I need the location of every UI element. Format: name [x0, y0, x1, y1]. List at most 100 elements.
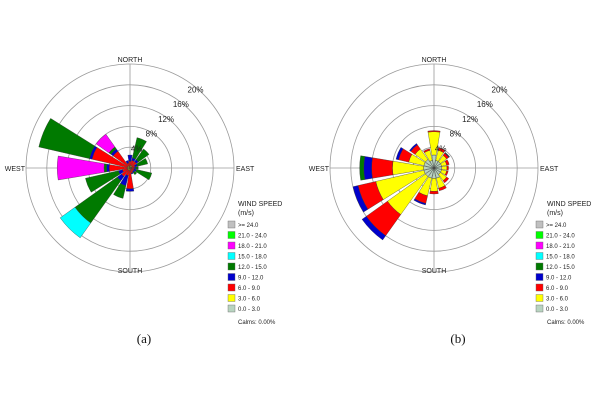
panel-b-legend-swatch-5	[535, 273, 544, 281]
panel-a-legend-swatch-5	[227, 273, 236, 281]
panel-a-legend-label-6: 6.0 - 9.0	[238, 286, 261, 292]
panel-b-east-label: EAST	[540, 166, 559, 173]
panel-a-legend-label-3: 15.0 - 18.0	[238, 255, 267, 261]
panel-b-sector-4-bin-1	[441, 165, 448, 171]
panel-a-legend-rows: >= 24.0 21.0 - 24.0 18.0 - 21.0 15.0 - 18.0…	[227, 220, 267, 313]
panel-a-sectors	[38, 118, 152, 239]
panel-a-sector-5-bin-4	[135, 169, 152, 181]
panel-a-legend-swatch-3	[227, 252, 236, 260]
panel-a-sector-0-bin-3	[127, 154, 133, 162]
panel-a-west-label: WEST	[5, 166, 26, 173]
panel-b-legend-label-3: 15.0 - 18.0	[546, 255, 575, 261]
panel-a-legend-label-7: 3.0 - 6.0	[238, 297, 261, 303]
panel-a-ring-label-1: 8%	[146, 130, 158, 139]
panel-a-sector-1-bin-4	[132, 137, 147, 160]
panel-b-ring-labels: 4%8%12% 16% 20%	[435, 85, 508, 153]
panel-a-sector-8-bin-3	[125, 188, 135, 192]
panel-a-legend-swatch-1	[227, 231, 236, 239]
panel-b-sector-14-bin-3	[409, 143, 418, 152]
panel-b-legend-unit: (m/s)	[547, 210, 563, 217]
panel-b-sector-7-bin-2	[438, 185, 447, 192]
panel-a-ring-labels: 4%8%12% 16% 20%	[131, 85, 204, 153]
panel-a-legend-label-1: 21.0 - 24.0	[238, 234, 267, 240]
panel-b-legend-label-2: 18.0 - 21.0	[546, 244, 575, 250]
panel-b-legend-label-8: 0.0 - 3.0	[546, 307, 569, 313]
panel-b-sector-13-bin-3	[395, 147, 404, 161]
panel-b-legend-label-0: >= 24.0	[546, 223, 567, 229]
panel-b-sector-8-bin-2	[429, 190, 439, 195]
panel-b-ring-label-4: 20%	[492, 85, 508, 94]
panel-a-caption: (a)	[137, 331, 151, 346]
panel-b-legend-label-1: 21.0 - 24.0	[546, 234, 575, 240]
panel-b-west-label: WEST	[309, 166, 330, 173]
panel-a-legend-label-2: 18.0 - 21.0	[238, 244, 267, 250]
panel-a-legend-label-8: 0.0 - 3.0	[238, 307, 261, 313]
panel-a-sector-7-bin-3	[130, 172, 134, 175]
panel-a-sector-11-bin-4	[85, 170, 121, 193]
panel-b-legend-swatch-1	[535, 231, 544, 239]
panel-a-ring-label-0: 4%	[131, 144, 143, 153]
panel-a-legend-swatch-7	[227, 294, 236, 302]
panel-a-legend: WIND SPEED (m/s) >= 24.0 21.0 - 24.0 18.0 …	[227, 201, 282, 326]
panel-b-caption: (b)	[450, 331, 465, 346]
panel-a-sector-15-bin-3	[125, 160, 130, 164]
panel-a-east-label: EAST	[236, 166, 255, 173]
panel-a-ring-label-3: 16%	[173, 100, 189, 109]
panel-a-legend-swatch-0	[227, 220, 236, 229]
panel-b-sector-10-bin-3	[361, 216, 386, 241]
panel-a-legend-label-4: 12.0 - 15.0	[238, 265, 267, 271]
panel-a-legend-label-5: 9.0 - 12.0	[238, 276, 264, 282]
panel-b-sector-3-bin-2	[444, 159, 450, 166]
panel-a-sector-9-bin-4	[113, 183, 127, 199]
panel-b-legend-label-4: 12.0 - 15.0	[546, 265, 575, 271]
panel-a-legend-title: WIND SPEED	[238, 201, 282, 208]
panel-b-calms: Calms: 0.00%	[547, 320, 585, 326]
panel-b-legend: WIND SPEED (m/s) >= 24.0 21.0 - 24.0 18.0 …	[535, 201, 591, 326]
panel-a-sector-2-bin-4	[135, 148, 150, 163]
panel-a-sector-14-bin-6	[95, 133, 116, 154]
panel-b-ring-label-2: 12%	[462, 115, 478, 124]
panel-b-sector-9-bin-3	[413, 198, 427, 206]
panel-b-legend-swatch-2	[535, 241, 544, 250]
panel-b-legend-swatch-7	[535, 294, 544, 302]
panel-b-sector-2-bin-4	[444, 152, 450, 158]
wind-rose-panel-b: 4%8%12% 16% 20% NORTH EAST SOUTH WEST WIND…	[309, 57, 592, 346]
panel-a-sector-10-bin-5	[59, 207, 91, 239]
panel-b-sector-1-bin-2	[437, 147, 446, 153]
panel-b-sector-4-bin-2	[446, 165, 449, 171]
panel-b-ring-label-1: 8%	[450, 130, 462, 139]
panel-b-legend-label-6: 6.0 - 9.0	[546, 286, 569, 292]
panel-a-sector-12-bin-3	[106, 163, 110, 173]
panel-b-sector-15-bin-2	[423, 148, 431, 153]
panel-b-north-label: NORTH	[422, 57, 447, 64]
panel-b-sector-12-bin-2	[371, 157, 394, 179]
panel-b-sector-0-bin-2	[427, 130, 441, 133]
panel-b-legend-title: WIND SPEED	[547, 201, 591, 208]
panel-a-north-label: NORTH	[118, 57, 143, 64]
panel-a-sector-12-bin-4	[103, 163, 108, 173]
wind-rose-panel-a: 4%8%12% 16% 20% NORTH EAST SOUTH WEST WIND…	[5, 57, 283, 346]
panel-a-south-label: SOUTH	[118, 268, 143, 275]
panel-b-south-label: SOUTH	[422, 268, 447, 275]
panel-b-legend-swatch-4	[535, 262, 544, 271]
panel-a-legend-label-0: >= 24.0	[238, 223, 259, 229]
panel-b-legend-rows: >= 24.0 21.0 - 24.0 18.0 - 21.0 15.0 - 18.0…	[535, 220, 575, 313]
panel-a-sector-12-bin-6	[57, 155, 105, 181]
panel-b-legend-label-5: 9.0 - 12.0	[546, 276, 572, 282]
panel-b-legend-swatch-0	[535, 220, 544, 229]
panel-a-legend-unit: (m/s)	[238, 210, 254, 217]
panel-b-ring-label-3: 16%	[477, 100, 493, 109]
panel-b-sector-5-bin-2	[444, 170, 449, 176]
panel-a-legend-swatch-4	[227, 262, 236, 271]
panel-b-legend-swatch-3	[535, 252, 544, 260]
panel-a-sector-6-bin-4	[133, 171, 138, 176]
panel-b-sector-6-bin-2	[442, 176, 450, 184]
panel-b-legend-label-7: 3.0 - 6.0	[546, 297, 569, 303]
panel-b-sectors	[352, 130, 450, 241]
panel-a-sector-13-bin-4	[38, 118, 95, 159]
panel-a-legend-swatch-8	[227, 304, 236, 313]
panel-b-sector-12-bin-3	[363, 156, 373, 180]
panel-a-legend-swatch-6	[227, 283, 236, 292]
panel-b-ring-label-0: 4%	[435, 144, 447, 153]
